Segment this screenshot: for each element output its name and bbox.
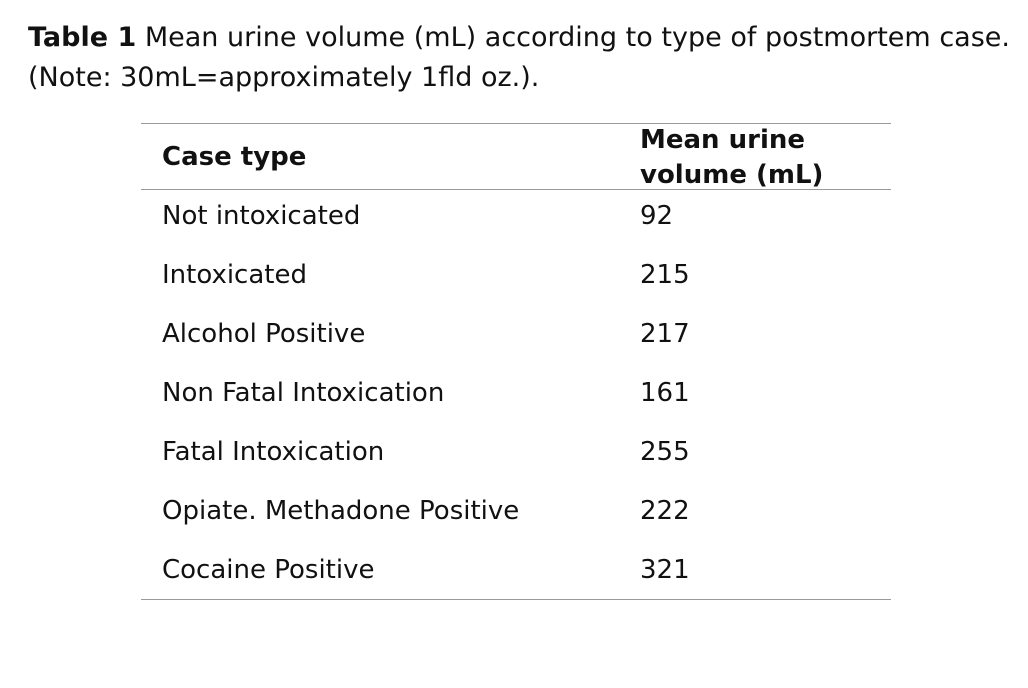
table-caption: Table 1 Mean urine volume (mL) according… xyxy=(28,18,1010,98)
caption-word: according xyxy=(484,22,618,53)
table-row: Opiate. Methadone Positive 222 xyxy=(141,485,891,544)
table-row: Fatal Intoxication 255 xyxy=(141,426,891,485)
header-case-type: Case type xyxy=(162,142,307,172)
table-row: Alcohol Positive 217 xyxy=(141,308,891,367)
cell-mean-volume: 92 xyxy=(640,201,674,231)
table-row: Non Fatal Intoxication 161 xyxy=(141,367,891,426)
caption-word: (mL) xyxy=(413,22,477,53)
caption-word: to xyxy=(625,22,653,53)
caption-word: of xyxy=(730,22,757,53)
cell-case-type: Not intoxicated xyxy=(162,201,361,231)
table-header-rule xyxy=(141,189,891,190)
caption-word: postmortem xyxy=(764,22,931,53)
table-row: Cocaine Positive 321 xyxy=(141,544,891,603)
cell-case-type: Non Fatal Intoxication xyxy=(162,378,445,408)
caption-word: urine xyxy=(227,22,297,53)
caption-word: type xyxy=(661,22,722,53)
cell-case-type: Fatal Intoxication xyxy=(162,437,385,467)
caption-note: (Note: 30mL=approximately 1fld oz.). xyxy=(28,62,540,93)
caption-word: case. xyxy=(939,22,1010,53)
cell-mean-volume: 161 xyxy=(640,378,690,408)
header-mean-volume-line-2: volume (mL) xyxy=(640,160,824,190)
cell-case-type: Opiate. Methadone Positive xyxy=(162,496,520,526)
table-body: Not intoxicated 92 Intoxicated 215 Alcoh… xyxy=(141,190,891,603)
header-mean-volume-line-1: Mean urine xyxy=(640,125,806,155)
caption-word: Mean xyxy=(144,22,219,53)
cell-case-type: Alcohol Positive xyxy=(162,319,366,349)
cell-mean-volume: 222 xyxy=(640,496,690,526)
header-mean-volume: Mean urine volume (mL) xyxy=(640,123,880,193)
cell-mean-volume: 255 xyxy=(640,437,690,467)
table-bottom-rule xyxy=(141,599,891,600)
caption-label: Table 1 xyxy=(28,22,137,53)
cell-mean-volume: 215 xyxy=(640,260,690,290)
table-row: Not intoxicated 92 xyxy=(141,190,891,249)
table-row: Intoxicated 215 xyxy=(141,249,891,308)
cell-case-type: Cocaine Positive xyxy=(162,555,375,585)
caption-line-1: Table 1 Mean urine volume (mL) according… xyxy=(28,18,1010,58)
cell-case-type: Intoxicated xyxy=(162,260,307,290)
table-top-rule xyxy=(141,123,891,124)
cell-mean-volume: 217 xyxy=(640,319,690,349)
caption-word: volume xyxy=(305,22,406,53)
table-header-row: Case type Mean urine volume (mL) xyxy=(141,123,891,190)
cell-mean-volume: 321 xyxy=(640,555,690,585)
